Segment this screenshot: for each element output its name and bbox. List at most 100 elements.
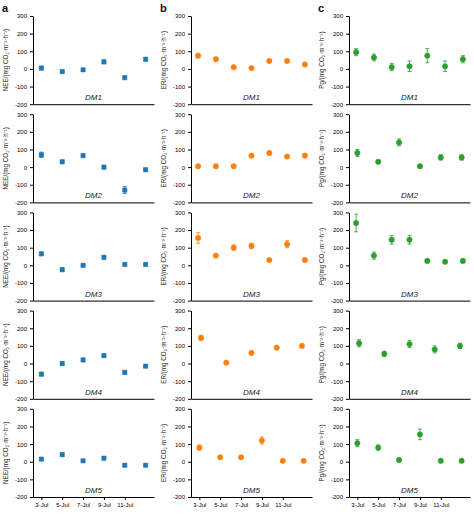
y-axis: -200-1000100200300 xyxy=(15,406,34,500)
error-bar xyxy=(199,335,203,340)
point xyxy=(81,263,85,267)
x-axis xyxy=(192,104,313,105)
error-bar xyxy=(372,54,376,61)
site-label: DM2 xyxy=(401,191,418,200)
y-tick-label: -200 xyxy=(173,494,186,500)
tick-mark xyxy=(30,51,33,52)
tick-mark xyxy=(30,301,33,302)
x-tick: 5-Jul xyxy=(372,497,385,508)
y-tick-label: 100 xyxy=(17,245,28,251)
point xyxy=(102,255,106,259)
y-tick: 200 xyxy=(175,31,191,37)
point xyxy=(102,165,106,169)
tick-mark xyxy=(188,51,191,52)
y-tick: 200 xyxy=(333,31,349,37)
point xyxy=(396,140,401,145)
tick-mark xyxy=(346,34,349,35)
axis-line xyxy=(350,399,471,400)
y-tick-label: 300 xyxy=(175,406,186,412)
tick-mark xyxy=(188,69,191,70)
point xyxy=(407,237,412,242)
point xyxy=(259,438,264,443)
point xyxy=(60,361,64,365)
y-tick: 0 xyxy=(182,165,191,171)
axis-line xyxy=(192,104,313,105)
x-axis xyxy=(350,399,471,400)
error-bar xyxy=(214,57,218,61)
y-tick-label: 100 xyxy=(175,343,186,349)
x-tick: 5-Jul xyxy=(56,497,69,508)
x-axis xyxy=(192,301,313,302)
y-axis: -200-1000100200300 xyxy=(173,406,192,500)
plot-area xyxy=(39,152,148,193)
point xyxy=(144,168,148,172)
x-axis xyxy=(34,202,155,203)
point xyxy=(197,445,202,450)
point xyxy=(425,53,430,58)
y-tick: -100 xyxy=(331,84,349,90)
tick-mark xyxy=(188,185,191,186)
y-tick-label: 0 xyxy=(24,263,28,269)
tick-mark xyxy=(30,399,33,400)
tick-mark xyxy=(241,497,242,500)
y-tick-label: 300 xyxy=(333,308,344,314)
tick-mark xyxy=(30,426,33,427)
point xyxy=(274,345,279,350)
y-tick-label: -100 xyxy=(173,379,186,385)
tick-mark xyxy=(30,444,33,445)
plot-area xyxy=(355,429,465,463)
y-tick: 0 xyxy=(340,459,349,465)
tick-mark xyxy=(188,301,191,302)
y-tick: 100 xyxy=(175,49,191,55)
x-axis xyxy=(34,399,155,400)
y-tick: 100 xyxy=(17,147,33,153)
point xyxy=(280,458,285,463)
point xyxy=(213,253,218,258)
y-tick: 0 xyxy=(340,165,349,171)
tick-mark xyxy=(346,479,349,480)
x-tick-label: 3-Jul xyxy=(35,502,48,508)
error-bar xyxy=(443,260,447,264)
y-tick: 300 xyxy=(17,406,33,412)
error-bar xyxy=(123,76,127,80)
error-bar xyxy=(196,54,200,58)
y-axis-label: NEE/(mg CO₂·m⁻²·h⁻¹) xyxy=(2,422,10,484)
y-tick-label: 300 xyxy=(175,112,186,118)
axis-line xyxy=(34,399,155,400)
point xyxy=(195,235,200,240)
error-bar xyxy=(144,57,148,61)
y-tick: -200 xyxy=(15,298,33,304)
y-tick-label: 0 xyxy=(340,459,344,465)
point xyxy=(213,164,218,169)
point xyxy=(213,57,218,62)
tick-mark xyxy=(346,301,349,302)
error-bar xyxy=(39,66,43,70)
axis-line xyxy=(350,301,471,302)
y-tick-label: 300 xyxy=(17,13,28,19)
chart-figure: -200-1000100200300DM1NEE/(mg CO₂·m⁻²·h⁻¹… xyxy=(0,0,474,525)
panel: -200-1000100200300DM1ER/(mg CO₂·m⁻²·h⁻¹)… xyxy=(160,2,313,108)
y-tick-label: -100 xyxy=(331,379,344,385)
y-tick: 0 xyxy=(182,66,191,72)
error-bar xyxy=(260,437,264,444)
x-tick-label: 7-Jul xyxy=(235,502,248,508)
x-tick: 9-Jul xyxy=(414,497,427,508)
y-tick: 300 xyxy=(175,308,191,314)
y-tick: -100 xyxy=(173,477,191,483)
point xyxy=(218,455,223,460)
error-bar xyxy=(397,139,401,146)
x-tick: 7-Jul xyxy=(235,497,248,508)
y-axis-label: ER/(mg CO₂·m⁻²·h⁻¹) xyxy=(160,424,168,482)
y-tick: -200 xyxy=(15,102,33,108)
y-axis: -200-1000100200300 xyxy=(173,210,192,304)
tick-mark xyxy=(346,346,349,347)
tick-mark xyxy=(346,167,349,168)
tick-mark xyxy=(30,328,33,329)
point xyxy=(438,155,443,160)
axis-line xyxy=(34,497,155,498)
y-tick-label: 0 xyxy=(182,66,186,72)
panel: -200-1000100200300DM2NEE/(mg CO₂·m⁻²·h⁻¹… xyxy=(2,112,155,206)
error-bar xyxy=(376,160,380,164)
error-bar xyxy=(425,259,429,263)
error-bar xyxy=(81,68,85,71)
